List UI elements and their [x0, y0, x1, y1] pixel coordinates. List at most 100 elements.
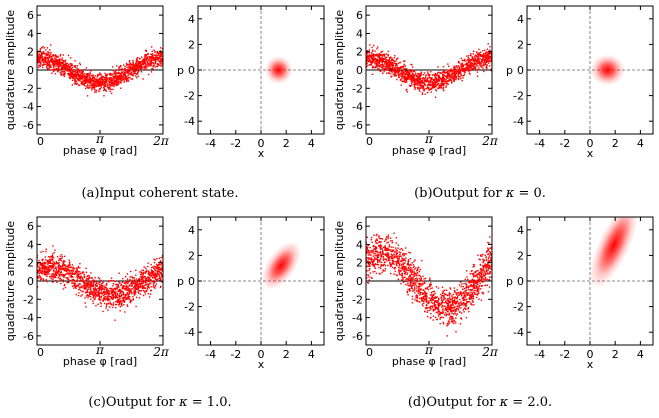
scatter-point: [76, 271, 78, 273]
scatter-point: [81, 271, 84, 273]
scatter-point: [138, 281, 141, 283]
scatter-point: [122, 76, 125, 78]
scatter-point: [104, 297, 106, 300]
scatter-point: [434, 76, 436, 78]
scatter-point: [467, 57, 469, 59]
scatter-point: [409, 70, 412, 72]
scatter-point: [123, 300, 125, 303]
scatter-point: [57, 272, 59, 274]
scatter-point: [111, 288, 114, 290]
scatter-point: [72, 69, 74, 71]
scatter-point: [137, 67, 139, 70]
scatter-point: [130, 289, 132, 292]
scatter-point: [85, 280, 88, 283]
scatter-point: [41, 54, 43, 57]
scatter-point: [140, 276, 142, 278]
scatter-point: [490, 68, 492, 70]
scatter-point: [78, 292, 80, 294]
scatter-point: [63, 261, 65, 264]
scatter-point: [87, 278, 89, 280]
scatter-point: [403, 68, 406, 70]
scatter-point: [89, 295, 92, 298]
scatter-point: [145, 54, 147, 57]
scatter-point: [130, 300, 132, 302]
scatter-point: [122, 287, 124, 289]
scatter-point: [85, 271, 88, 274]
scatter-point: [37, 66, 40, 68]
scatter-point: [107, 281, 110, 283]
scatter-point: [82, 287, 85, 289]
scatter-point: [43, 59, 46, 61]
scatter-point: [113, 80, 115, 82]
scatter-point: [51, 256, 53, 258]
scatter-point: [139, 290, 141, 292]
scatter-point: [140, 290, 143, 292]
scatter-point: [82, 70, 84, 73]
scatter-point: [468, 58, 470, 60]
scatter-point: [104, 82, 106, 84]
scatter-point: [85, 82, 87, 84]
scatter-point: [143, 280, 146, 283]
scatter-point: [86, 275, 88, 278]
scatter-point: [138, 297, 141, 299]
scatter-point: [424, 78, 426, 80]
scatter-point: [74, 285, 76, 287]
scatter-point: [447, 77, 449, 80]
scatter-point: [46, 47, 49, 49]
scatter-point: [38, 56, 40, 58]
scatter-point: [85, 295, 88, 297]
scatter-point: [83, 276, 86, 278]
y-tick-label: 6: [27, 9, 34, 22]
scatter-point: [47, 259, 49, 262]
scatter-point: [465, 55, 468, 57]
scatter-point: [469, 64, 471, 67]
scatter-point: [90, 85, 93, 87]
scatter-point: [55, 267, 57, 270]
scatter-point: [460, 64, 462, 66]
scatter-point: [453, 69, 456, 72]
scatter-point: [481, 58, 484, 61]
scatter-point: [98, 85, 100, 87]
scatter-point: [118, 304, 120, 306]
scatter-point: [391, 70, 393, 73]
scatter-point: [76, 273, 78, 276]
scatter-point: [480, 61, 482, 64]
scatter-point: [145, 283, 147, 286]
scatter-point: [466, 64, 469, 66]
scatter-point: [42, 58, 45, 60]
scatter-point: [81, 81, 83, 83]
scatter-point: [65, 66, 67, 69]
y-axis-label: quadrature amplitude: [333, 10, 346, 131]
scatter-point: [482, 55, 484, 57]
scatter-point: [436, 78, 439, 81]
scatter-point: [404, 65, 407, 67]
scatter-point: [56, 256, 59, 258]
scatter-point: [159, 50, 162, 52]
scatter-point: [434, 307, 436, 309]
scatter-point: [436, 81, 438, 83]
scatter-point: [424, 290, 426, 293]
scatter-point: [141, 287, 144, 290]
scatter-point: [469, 272, 471, 275]
scatter-point: [474, 65, 476, 68]
scatter-point: [59, 61, 61, 64]
scatter-point: [429, 83, 431, 86]
scatter-point: [138, 289, 140, 292]
scatter-point: [142, 279, 144, 281]
scatter-point: [467, 67, 469, 70]
scatter-point: [97, 287, 99, 290]
scatter-point: [64, 269, 67, 271]
scatter-point: [129, 292, 131, 294]
scatter-point: [449, 71, 451, 73]
scatter-point: [41, 259, 43, 262]
scatter-point: [120, 284, 122, 287]
scatter-point: [151, 53, 154, 55]
scatter-point: [157, 270, 159, 272]
scatter-point: [74, 283, 76, 285]
scatter-point: [81, 78, 84, 80]
scatter-point: [45, 57, 47, 59]
scatter-point: [148, 278, 150, 281]
scatter-point: [428, 88, 430, 90]
scatter-point: [490, 70, 492, 72]
